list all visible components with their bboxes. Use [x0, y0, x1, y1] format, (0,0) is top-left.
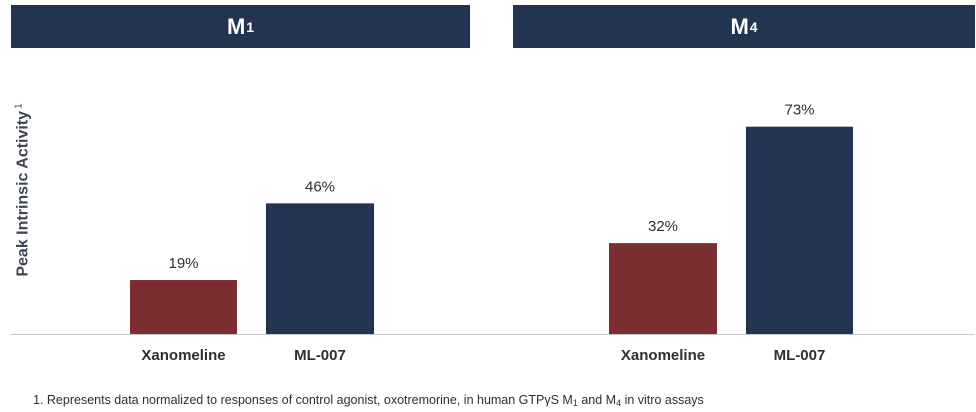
- category-label-xanomeline-panel-1: Xanomeline: [141, 347, 225, 364]
- footnote-sub-2: 4: [616, 398, 622, 408]
- bar-ml-007-panel-2: [746, 126, 853, 335]
- bar-ml-007-panel-1: [266, 203, 374, 334]
- bar-xanomeline-panel-2: [609, 243, 717, 334]
- category-label-ml-007-panel-2: ML-007: [774, 347, 826, 364]
- data-label-xanomeline-panel-1: 19%: [168, 255, 198, 272]
- data-label-xanomeline-panel-2: 32%: [648, 218, 678, 235]
- footnote-sub-1: 1: [572, 398, 578, 408]
- data-label-ml-007-panel-1: 46%: [305, 178, 335, 195]
- panel-title-m1: M: [226, 13, 246, 39]
- data-label-ml-007-panel-2: 73%: [784, 102, 814, 119]
- footnote-suffix: in vitro assays: [621, 393, 704, 407]
- bar-xanomeline-panel-1: [130, 280, 237, 334]
- category-label-ml-007-panel-1: ML-007: [294, 347, 346, 364]
- panel-title-m4: M: [730, 13, 749, 39]
- footnote-prefix: 1. Represents data normalized to respons…: [33, 393, 573, 407]
- footnote: 1. Represents data normalized to respons…: [33, 393, 704, 408]
- panel-subscript-m1: 1: [246, 18, 255, 35]
- panel-subscript-m4: 4: [749, 18, 758, 35]
- category-label-xanomeline-panel-2: Xanomeline: [621, 347, 705, 364]
- footnote-middle: and M: [577, 393, 617, 407]
